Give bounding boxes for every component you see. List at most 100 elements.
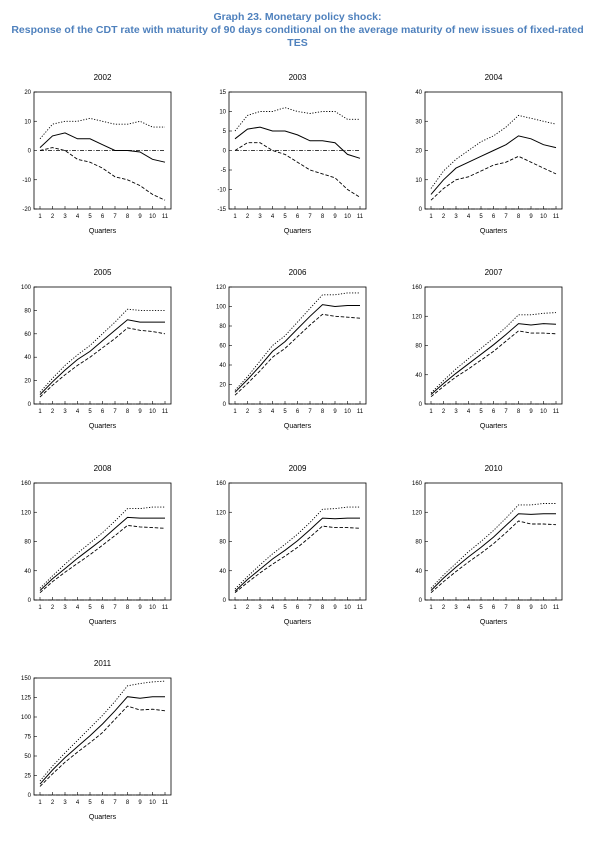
- y-tick-label: 0: [419, 402, 423, 408]
- x-tick-label: 3: [258, 605, 262, 611]
- x-tick-label: 3: [454, 214, 458, 220]
- x-tick-label: 10: [344, 409, 351, 415]
- y-tick-label: 30: [415, 119, 422, 125]
- series-line-solid: [39, 696, 165, 785]
- x-tick-label: 4: [467, 214, 471, 220]
- y-tick-label: 40: [415, 373, 422, 379]
- x-tick-label: 3: [63, 800, 67, 806]
- x-tick-label: 2: [246, 214, 250, 220]
- x-tick-label: 2: [51, 409, 55, 415]
- y-tick-label: 100: [21, 715, 32, 721]
- x-tick-label: 6: [101, 605, 105, 611]
- series-line-solid: [39, 132, 166, 163]
- y-tick-label: 40: [219, 363, 226, 369]
- x-tick-label: 11: [162, 214, 169, 220]
- plot-frame: [33, 677, 172, 796]
- y-tick-label: 125: [21, 696, 32, 702]
- y-tick-label: 80: [415, 540, 422, 546]
- series-line-dotted: [234, 506, 360, 590]
- x-tick-label: 2: [442, 409, 446, 415]
- y-tick-label: -20: [22, 207, 31, 213]
- series-line-dashed: [234, 313, 361, 396]
- x-tick-label: 1: [233, 409, 237, 415]
- x-tick-label: 7: [308, 605, 312, 611]
- x-tick-label: 8: [321, 214, 325, 220]
- x-tick-label: 10: [344, 214, 351, 220]
- chart-title: 2009: [289, 464, 307, 473]
- x-tick-label: 10: [540, 605, 547, 611]
- y-tick-label: 0: [28, 598, 32, 604]
- x-tick-label: 9: [138, 409, 142, 415]
- x-tick-label: 4: [76, 409, 80, 415]
- x-tick-label: 8: [126, 409, 130, 415]
- y-tick-label: 40: [415, 569, 422, 575]
- x-axis-label: Quarters: [89, 814, 117, 821]
- x-axis-label: Quarters: [89, 619, 117, 626]
- chart-panel-2008: 2008 0 40 80 120 160 1 2 3 4 5 6 7 8 9 10 11 Quarters: [21, 464, 172, 626]
- x-tick-label: 2: [246, 605, 250, 611]
- x-axis-label: Quarters: [89, 423, 117, 430]
- series-line-solid: [430, 135, 557, 195]
- y-tick-label: 10: [24, 119, 31, 125]
- x-tick-label: 9: [138, 214, 142, 220]
- x-tick-label: 7: [504, 605, 508, 611]
- y-tick-label: 80: [219, 540, 226, 546]
- chart-title: 2003: [289, 73, 307, 82]
- plot-frame: [33, 482, 172, 601]
- chart-title: 2011: [94, 659, 112, 668]
- x-axis-label: Quarters: [480, 619, 508, 626]
- x-tick-label: 2: [51, 605, 55, 611]
- series-line-solid: [39, 516, 165, 591]
- x-tick-label: 4: [76, 214, 80, 220]
- x-tick-label: 1: [233, 605, 237, 611]
- y-tick-label: 60: [24, 332, 31, 338]
- x-tick-label: 4: [271, 409, 275, 415]
- x-tick-label: 5: [283, 605, 287, 611]
- chart-title: 2006: [289, 268, 307, 277]
- x-tick-label: 2: [51, 800, 55, 806]
- x-tick-label: 11: [553, 214, 560, 220]
- x-axis-label: Quarters: [89, 228, 117, 235]
- x-tick-label: 10: [149, 214, 156, 220]
- x-tick-label: 1: [38, 214, 42, 220]
- x-tick-label: 9: [529, 605, 533, 611]
- x-tick-label: 7: [504, 409, 508, 415]
- x-tick-label: 1: [429, 409, 433, 415]
- x-tick-label: 1: [429, 214, 433, 220]
- series-line-dotted: [39, 506, 165, 589]
- y-tick-label: 10: [219, 110, 226, 116]
- chart-title: 2005: [94, 268, 112, 277]
- y-tick-label: 160: [21, 481, 32, 487]
- series-line-dashed: [234, 142, 361, 198]
- x-tick-label: 1: [429, 605, 433, 611]
- y-tick-label: 40: [24, 569, 31, 575]
- x-tick-label: 6: [296, 214, 300, 220]
- plot-frame: [228, 482, 367, 601]
- y-tick-label: 0: [223, 598, 227, 604]
- y-tick-label: 60: [219, 344, 226, 350]
- y-tick-label: 50: [24, 754, 31, 760]
- y-tick-label: 120: [412, 314, 423, 320]
- x-tick-label: 2: [442, 214, 446, 220]
- chart-panel-2007: 2007 0 40 80 120 160 1 2 3 4 5 6 7 8 9 10 11 Quarters: [412, 268, 563, 430]
- x-tick-label: 7: [113, 409, 117, 415]
- chart-panel-2006: 2006 0 20 40 60 80 100 120 1 2 3 4 5 6 7 8 9 10 11 Quarters: [216, 268, 367, 430]
- chart-title: 2007: [485, 268, 503, 277]
- chart-title: 2008: [94, 464, 112, 473]
- x-tick-label: 9: [138, 605, 142, 611]
- series-line-dotted: [39, 308, 165, 393]
- x-tick-label: 10: [344, 605, 351, 611]
- series-line-dotted: [39, 117, 165, 140]
- x-tick-label: 6: [296, 409, 300, 415]
- x-tick-label: 1: [38, 800, 42, 806]
- y-tick-label: -5: [221, 168, 227, 174]
- y-tick-label: 120: [216, 510, 227, 516]
- y-tick-label: 80: [24, 308, 31, 314]
- x-tick-label: 11: [357, 409, 364, 415]
- x-tick-label: 10: [149, 605, 156, 611]
- x-tick-label: 6: [492, 409, 496, 415]
- chart-panel-2011: 2011 0 25 50 75 100 125 150 1 2 3 4 5 6 7 8 9 10 11 Quarter…: [21, 659, 172, 821]
- x-tick-label: 3: [258, 409, 262, 415]
- series-line-solid: [234, 126, 361, 159]
- x-tick-label: 8: [517, 409, 521, 415]
